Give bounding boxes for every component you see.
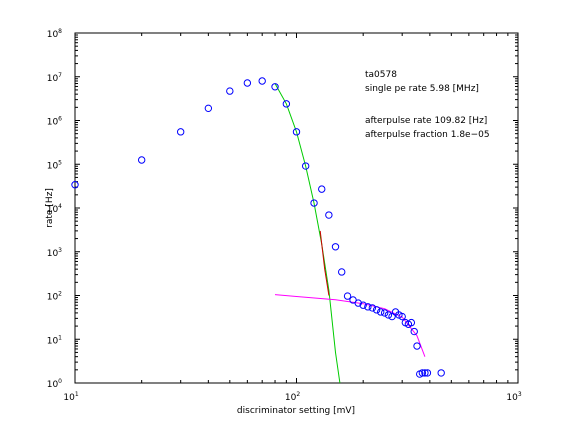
y-tick-label-exp: 5 — [58, 159, 62, 166]
y-tick-label-exp: 4 — [58, 203, 62, 210]
x-tick-label: 101 — [63, 391, 78, 403]
annotation: single pe rate 5.98 [MHz] — [365, 84, 479, 94]
data-point — [377, 308, 385, 316]
data-point — [380, 309, 389, 317]
data-point — [418, 369, 427, 377]
y-tick-label-base: 10 — [47, 161, 59, 171]
x-axis-label: discriminator setting [mV] — [237, 406, 355, 416]
fit-line — [319, 230, 330, 296]
y-tick-label: 102 — [47, 291, 62, 303]
y-tick-label: 103 — [47, 247, 62, 259]
y-tick-label-base: 10 — [47, 205, 59, 215]
data-point — [368, 304, 377, 312]
data-point — [318, 185, 326, 193]
data-point — [343, 292, 352, 300]
data-point — [384, 311, 393, 319]
data-point — [407, 318, 416, 327]
data-point — [204, 104, 213, 113]
y-tick-label-base: 10 — [47, 336, 59, 346]
data-point — [354, 299, 362, 307]
y-tick-label: 108 — [47, 28, 62, 40]
y-tick-label-exp: 7 — [58, 72, 62, 79]
annotation: afterpulse fraction 1.8e−05 — [365, 130, 490, 140]
data-point — [372, 306, 381, 314]
x-tick-label: 103 — [506, 391, 521, 403]
fit-line — [274, 83, 341, 383]
x-tick-label-base: 10 — [506, 393, 518, 403]
y-tick-label: 105 — [47, 159, 62, 171]
data-point — [226, 87, 234, 95]
data-point — [292, 128, 301, 136]
data-point — [282, 100, 291, 108]
y-tick-label-base: 10 — [47, 30, 59, 40]
y-tick-label-exp: 8 — [58, 28, 62, 35]
x-tick-label-base: 10 — [285, 393, 297, 403]
y-tick-label-base: 10 — [47, 249, 59, 259]
y-tick-label-exp: 2 — [58, 291, 62, 298]
data-point — [301, 162, 310, 170]
data-point — [413, 342, 421, 350]
y-tick-label-base: 10 — [47, 380, 59, 390]
x-tick-label-exp: 1 — [75, 391, 79, 398]
data-point — [364, 303, 372, 311]
y-tick-label-base: 10 — [47, 74, 59, 84]
x-tick-label-exp: 2 — [296, 391, 300, 398]
data-point — [331, 243, 340, 251]
y-tick-label-exp: 6 — [58, 116, 62, 123]
x-tick-label: 102 — [285, 391, 300, 403]
y-tick-label: 100 — [47, 378, 62, 390]
y-tick-label: 101 — [47, 334, 62, 346]
data-point — [338, 268, 346, 276]
data-point — [137, 156, 146, 164]
annotation: ta0578 — [365, 70, 397, 80]
data-point — [388, 312, 396, 321]
y-tick-label-exp: 0 — [58, 378, 62, 385]
data-point — [325, 211, 333, 219]
y-tick-label: 107 — [47, 72, 62, 84]
x-tick-label-base: 10 — [63, 393, 75, 403]
x-tick-label-exp: 3 — [518, 391, 522, 398]
data-point — [271, 83, 279, 91]
data-point — [437, 369, 445, 377]
y-tick-label-exp: 1 — [58, 334, 62, 341]
data-point — [349, 296, 357, 304]
y-tick-label: 104 — [47, 203, 62, 215]
data-point — [258, 77, 266, 85]
data-point — [359, 301, 367, 309]
data-point — [243, 79, 252, 87]
y-axis-label: rate [Hz] — [45, 188, 55, 228]
y-tick-label: 106 — [47, 116, 62, 128]
annotation: afterpulse rate 109.82 [Hz] — [365, 116, 487, 126]
plot-frame — [74, 32, 519, 384]
y-tick-label-base: 10 — [47, 118, 59, 128]
data-point — [176, 128, 185, 136]
y-tick-label-exp: 3 — [58, 247, 62, 254]
data-point — [421, 369, 429, 377]
data-point — [423, 369, 432, 377]
data-point — [410, 327, 418, 336]
data-point — [398, 312, 406, 321]
data-point — [71, 181, 79, 189]
data-point — [310, 199, 318, 207]
fit-line — [274, 294, 426, 357]
y-tick-label-base: 10 — [47, 293, 59, 303]
